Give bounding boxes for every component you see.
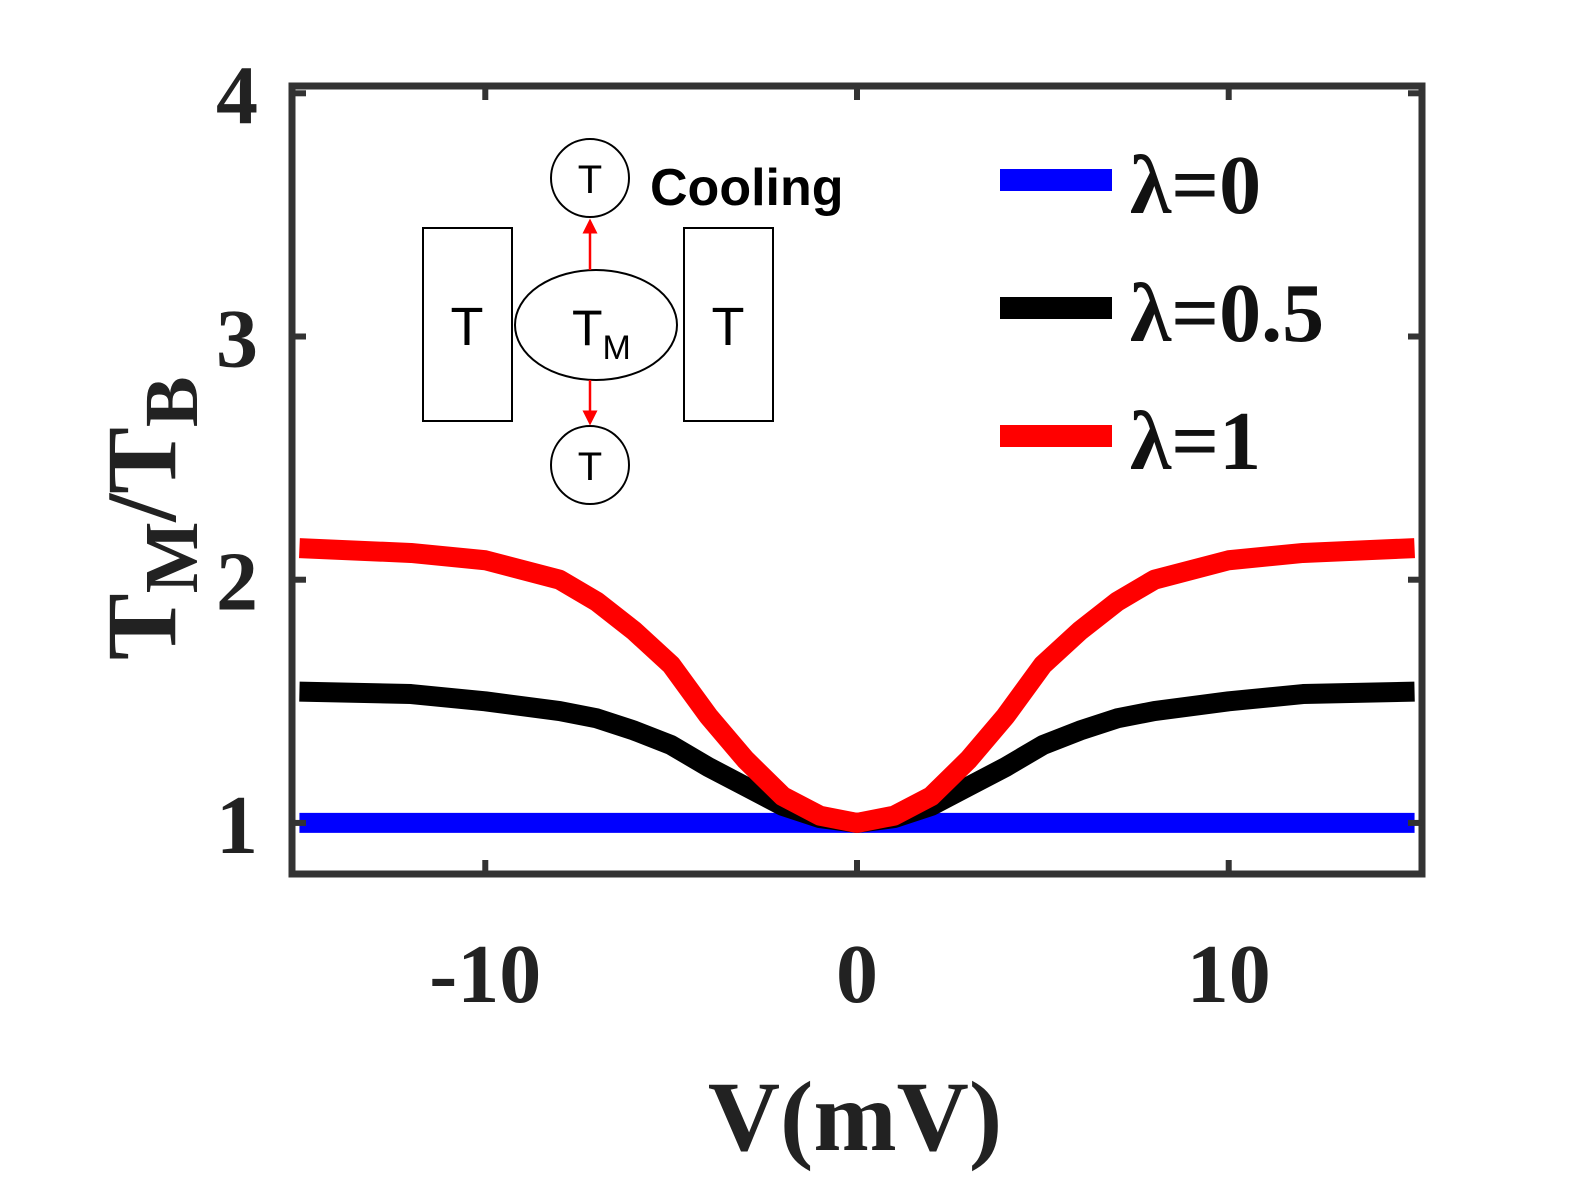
left-lead-label: T [451,297,484,357]
x-tick-label: -10 [429,928,541,1021]
legend-label-0: λ=0 [1130,139,1261,232]
ticks: -10 0 10 1 2 3 4 [216,49,1422,1021]
x-tick-label: 10 [1187,928,1271,1021]
x-tick-label: 0 [836,928,878,1021]
left-lead [422,227,513,422]
y-tick-label: 3 [216,293,258,386]
series-line-2 [298,538,1416,833]
right-lead-label: T [712,297,745,357]
inset-diagram: T T T T TM Cooling [422,138,844,505]
legend: λ=0 λ=0.5 λ=1 [1000,139,1324,488]
legend-label-1: λ=0.5 [1130,267,1324,360]
plot-lines [298,538,1416,833]
y-axis-label: TM/TB [86,376,214,660]
y-tick-label: 1 [216,779,258,872]
top-node [550,138,630,218]
right-lead [683,227,774,422]
top-node-label: T [578,158,602,202]
y-tick-label: 4 [216,49,258,142]
center-label: TM [572,300,631,367]
center-dot [514,269,678,381]
bottom-node-label: T [578,445,602,489]
y-tick-label: 2 [216,536,258,629]
cooling-label: Cooling [650,159,844,217]
legend-label-2: λ=1 [1130,395,1261,488]
bottom-node [550,425,630,505]
series-line-1 [299,681,1415,833]
x-axis-label: V(mV) [708,1061,1002,1172]
